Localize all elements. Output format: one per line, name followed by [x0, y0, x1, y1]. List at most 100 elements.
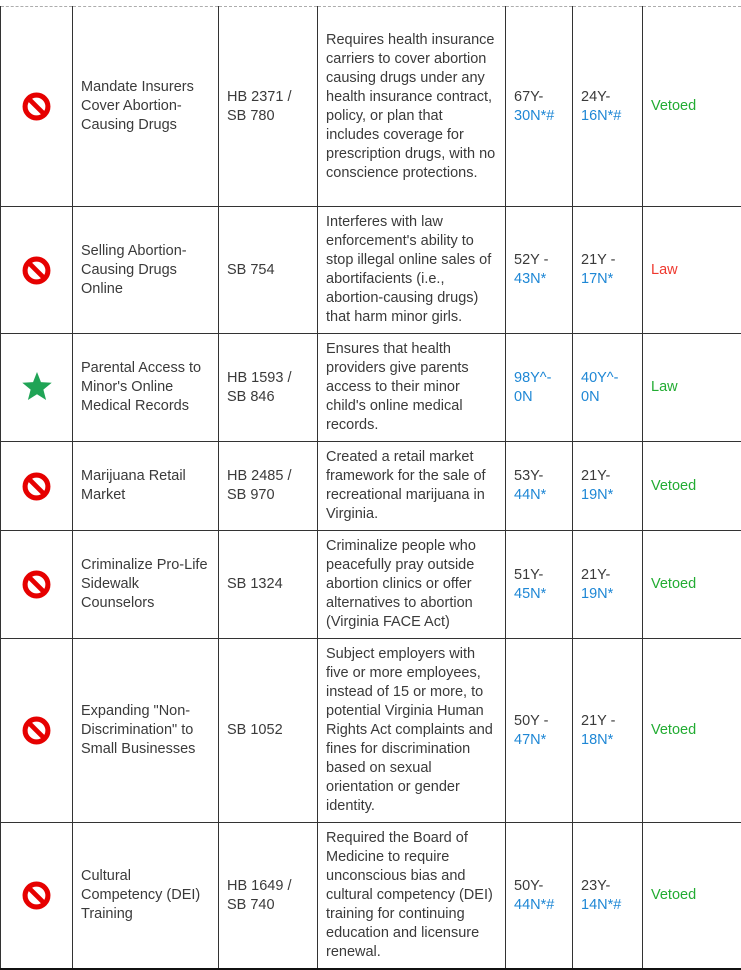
status-label: Law — [651, 262, 678, 278]
house-vote-no-link[interactable]: 30N*# — [514, 107, 564, 126]
bill-number: SB 1324 — [219, 531, 318, 639]
status-cell: Vetoed — [643, 639, 741, 823]
senate-vote-yes: 40Y^- — [581, 369, 634, 388]
bill-position-cell — [1, 207, 73, 334]
bill-name: Selling Abortion-Causing Drugs Online — [73, 207, 219, 334]
bill-row: Expanding "Non-Discrimination" to Small … — [1, 639, 741, 823]
bill-description: Requires health insurance carriers to co… — [318, 7, 506, 207]
senate-vote-cell: 21Y- 19N* — [573, 442, 643, 531]
bill-number: HB 2485 / SB 970 — [219, 442, 318, 531]
bill-name: Mandate Insurers Cover Abortion-Causing … — [73, 7, 219, 207]
bill-name: Marijuana Retail Market — [73, 442, 219, 531]
bill-name: Cultural Competency (DEI) Training — [73, 823, 219, 970]
house-vote-yes: 98Y^- — [514, 369, 564, 388]
bill-row: Marijuana Retail Market HB 2485 / SB 970… — [1, 442, 741, 531]
prohibited-icon — [22, 256, 51, 285]
house-vote-yes: 51Y- — [514, 566, 564, 585]
bill-position-cell — [1, 531, 73, 639]
bill-name: Criminalize Pro-Life Sidewalk Counselors — [73, 531, 219, 639]
bill-position-cell — [1, 442, 73, 531]
status-label: Vetoed — [651, 478, 696, 494]
bill-number: HB 2371 / SB 780 — [219, 7, 318, 207]
prohibited-icon — [22, 716, 51, 745]
prohibited-icon — [22, 92, 51, 121]
house-vote-no-link[interactable]: 44N*# — [514, 896, 564, 915]
house-vote-cell: 53Y- 44N* — [506, 442, 573, 531]
bill-row: Selling Abortion-Causing Drugs Online SB… — [1, 207, 741, 334]
status-label: Vetoed — [651, 576, 696, 592]
bill-position-cell — [1, 7, 73, 207]
senate-vote-no-link[interactable]: 14N*# — [581, 896, 634, 915]
senate-vote-no-link[interactable]: 18N* — [581, 731, 634, 750]
prohibited-icon — [22, 472, 51, 501]
senate-vote-cell: 23Y- 14N*# — [573, 823, 643, 970]
status-cell: Vetoed — [643, 823, 741, 970]
bill-position-cell — [1, 639, 73, 823]
senate-vote-yes: 21Y - — [581, 251, 634, 270]
senate-vote-no-link[interactable]: 0N — [581, 388, 634, 407]
bill-name: Parental Access to Minor's Online Medica… — [73, 334, 219, 442]
senate-vote-cell: 21Y- 19N* — [573, 531, 643, 639]
senate-vote-no-link[interactable]: 19N* — [581, 585, 634, 604]
house-vote-cell: 52Y - 43N* — [506, 207, 573, 334]
senate-vote-yes: 24Y- — [581, 88, 634, 107]
status-cell: Vetoed — [643, 531, 741, 639]
page: Mandate Insurers Cover Abortion-Causing … — [0, 6, 741, 970]
bill-description: Subject employers with five or more empl… — [318, 639, 506, 823]
senate-vote-no-link[interactable]: 19N* — [581, 486, 634, 505]
bill-row: Criminalize Pro-Life Sidewalk Counselors… — [1, 531, 741, 639]
bill-description: Interferes with law enforcement's abilit… — [318, 207, 506, 334]
senate-vote-yes: 21Y - — [581, 712, 634, 731]
bill-name: Expanding "Non-Discrimination" to Small … — [73, 639, 219, 823]
house-vote-cell: 67Y- 30N*# — [506, 7, 573, 207]
house-vote-yes: 52Y - — [514, 251, 564, 270]
legislation-scorecard-table: Mandate Insurers Cover Abortion-Causing … — [0, 6, 741, 970]
house-vote-no-link[interactable]: 44N* — [514, 486, 564, 505]
status-label: Vetoed — [651, 98, 696, 114]
star-icon — [20, 371, 54, 404]
status-cell: Vetoed — [643, 442, 741, 531]
bill-description: Created a retail market framework for th… — [318, 442, 506, 531]
house-vote-no-link[interactable]: 0N — [514, 388, 564, 407]
bill-description: Ensures that health providers give paren… — [318, 334, 506, 442]
status-label: Vetoed — [651, 722, 696, 738]
bill-row: Cultural Competency (DEI) Training HB 16… — [1, 823, 741, 970]
bill-number: HB 1649 / SB 740 — [219, 823, 318, 970]
bill-row: Mandate Insurers Cover Abortion-Causing … — [1, 7, 741, 207]
senate-vote-no-link[interactable]: 16N*# — [581, 107, 634, 126]
house-vote-no-link[interactable]: 47N* — [514, 731, 564, 750]
status-cell: Law — [643, 334, 741, 442]
senate-vote-cell: 21Y - 18N* — [573, 639, 643, 823]
status-label: Law — [651, 379, 678, 395]
status-cell: Vetoed — [643, 7, 741, 207]
house-vote-yes: 50Y- — [514, 877, 564, 896]
senate-vote-cell: 21Y - 17N* — [573, 207, 643, 334]
senate-vote-yes: 23Y- — [581, 877, 634, 896]
house-vote-no-link[interactable]: 43N* — [514, 270, 564, 289]
bill-position-cell — [1, 823, 73, 970]
senate-vote-yes: 21Y- — [581, 467, 634, 486]
bill-number: SB 754 — [219, 207, 318, 334]
bill-number: SB 1052 — [219, 639, 318, 823]
house-vote-yes: 67Y- — [514, 88, 564, 107]
status-cell: Law — [643, 207, 741, 334]
bill-description: Required the Board of Medicine to requir… — [318, 823, 506, 970]
house-vote-yes: 50Y - — [514, 712, 564, 731]
house-vote-cell: 51Y- 45N* — [506, 531, 573, 639]
prohibited-icon — [22, 570, 51, 599]
house-vote-no-link[interactable]: 45N* — [514, 585, 564, 604]
senate-vote-cell: 24Y- 16N*# — [573, 7, 643, 207]
house-vote-yes: 53Y- — [514, 467, 564, 486]
prohibited-icon — [22, 881, 51, 910]
senate-vote-cell: 40Y^- 0N — [573, 334, 643, 442]
bill-number: HB 1593 / SB 846 — [219, 334, 318, 442]
bill-position-cell — [1, 334, 73, 442]
house-vote-cell: 50Y - 47N* — [506, 639, 573, 823]
status-label: Vetoed — [651, 887, 696, 903]
bill-row: Parental Access to Minor's Online Medica… — [1, 334, 741, 442]
senate-vote-yes: 21Y- — [581, 566, 634, 585]
house-vote-cell: 50Y- 44N*# — [506, 823, 573, 970]
bill-description: Criminalize people who peacefully pray o… — [318, 531, 506, 639]
house-vote-cell: 98Y^- 0N — [506, 334, 573, 442]
senate-vote-no-link[interactable]: 17N* — [581, 270, 634, 289]
